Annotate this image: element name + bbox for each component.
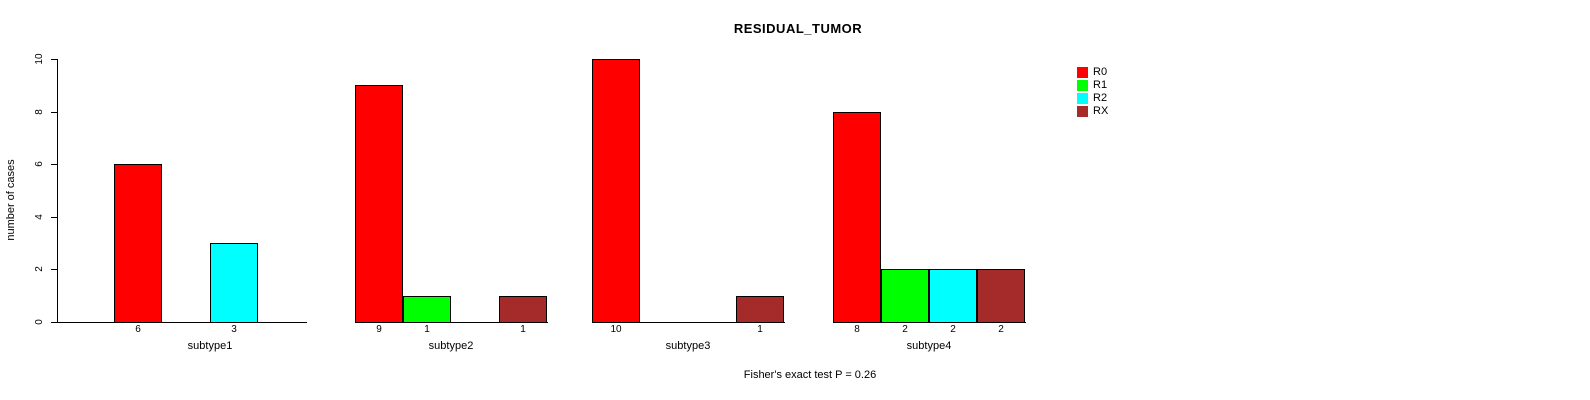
bar: [403, 296, 451, 323]
y-tick-label: 0: [34, 319, 45, 325]
legend-item: R0: [1077, 67, 1108, 78]
group-baseline: [592, 322, 785, 323]
legend-swatch: [1077, 93, 1088, 104]
legend-item: RX: [1077, 106, 1108, 117]
group-label: subtype1: [187, 340, 233, 352]
y-tick: [51, 164, 57, 165]
y-tick-label: 4: [34, 214, 45, 220]
y-tick-label: 6: [34, 161, 45, 167]
legend-swatch: [1077, 80, 1088, 91]
chart-title: RESIDUAL_TUMOR: [733, 21, 863, 36]
bar: [355, 85, 403, 323]
legend-item: R1: [1077, 80, 1108, 91]
y-tick-label: 8: [34, 109, 45, 115]
bar: [592, 59, 640, 323]
bar-value-label: 2: [998, 324, 1004, 335]
bar-value-label: 1: [520, 324, 526, 335]
bar-value-label: 3: [231, 324, 237, 335]
bar: [833, 112, 881, 323]
group-baseline: [355, 322, 548, 323]
group-baseline: [57, 322, 307, 323]
y-tick: [51, 217, 57, 218]
y-tick-label: 2: [34, 266, 45, 272]
bar: [881, 269, 929, 323]
bar: [977, 269, 1025, 323]
y-tick: [51, 269, 57, 270]
bar-value-label: 6: [135, 324, 141, 335]
bar: [929, 269, 977, 323]
group-label: subtype4: [906, 340, 952, 352]
y-tick-label: 10: [34, 53, 45, 65]
bar-value-label: 1: [424, 324, 430, 335]
fisher-test-annotation: Fisher's exact test P = 0.26: [743, 369, 877, 381]
bar-value-label: 1: [757, 324, 763, 335]
legend-label: R0: [1093, 66, 1108, 78]
bar-value-label: 10: [610, 324, 622, 335]
legend-label: RX: [1093, 105, 1109, 117]
bar: [210, 243, 258, 323]
legend-label: R1: [1093, 79, 1108, 91]
bar: [114, 164, 162, 323]
bar: [499, 296, 547, 323]
legend-swatch: [1077, 106, 1088, 117]
bar-value-label: 9: [376, 324, 382, 335]
group-label: subtype2: [428, 340, 474, 352]
group-label: subtype3: [665, 340, 711, 352]
legend-swatch: [1077, 67, 1088, 78]
y-tick: [51, 112, 57, 113]
y-tick: [51, 322, 57, 323]
y-axis-line: [57, 59, 58, 323]
legend-item: R2: [1077, 93, 1108, 104]
legend: R0 R1 R2 RX: [1077, 67, 1108, 119]
bar: [736, 296, 784, 323]
y-tick: [51, 59, 57, 60]
bar-value-label: 2: [902, 324, 908, 335]
bar-value-label: 8: [854, 324, 860, 335]
bar-value-label: 2: [950, 324, 956, 335]
legend-label: R2: [1093, 92, 1108, 104]
